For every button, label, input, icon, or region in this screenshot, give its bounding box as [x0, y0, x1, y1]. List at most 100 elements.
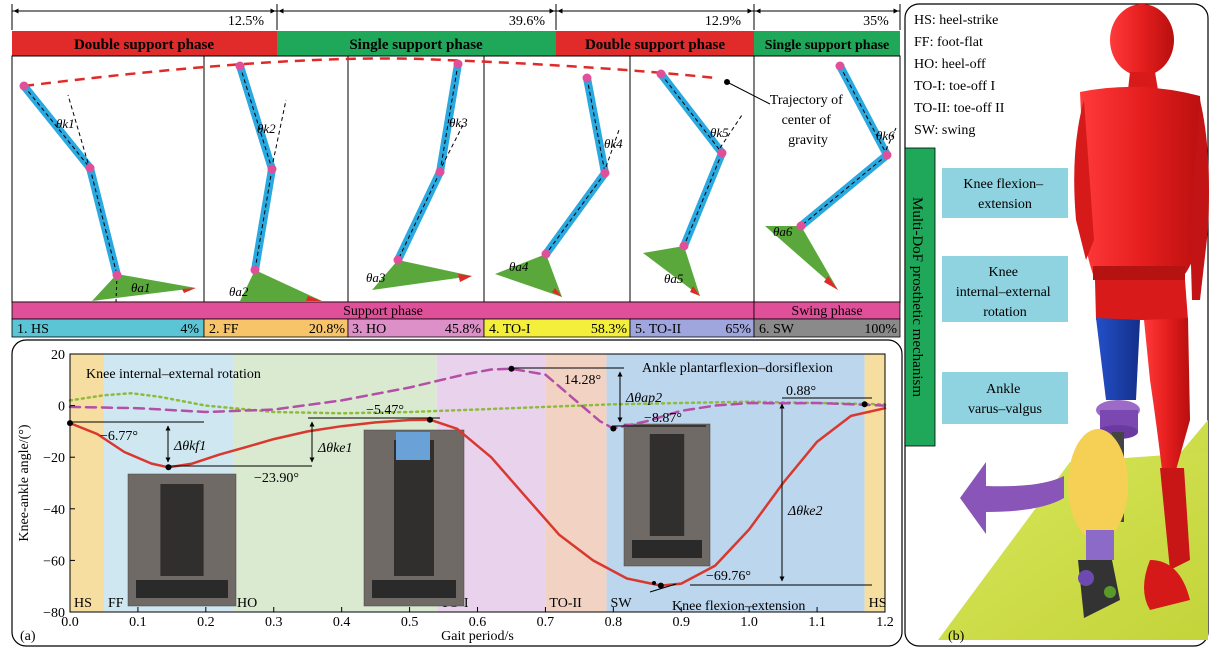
- series-label-knee-rotation: Knee internal–external rotation: [86, 367, 261, 382]
- stage-name-6: 6. SW: [759, 322, 795, 337]
- mechanism-bar: [904, 147, 936, 447]
- phase-region-label-2: HO: [237, 596, 257, 611]
- phase-region-label-1: FF: [108, 596, 124, 611]
- x-tick-label-8: 0.8: [605, 615, 623, 630]
- knee-angle-3: θk3: [449, 115, 468, 130]
- gait-frame-to1: θk4 θa4: [495, 73, 623, 297]
- humanoid-model: [1068, 4, 1209, 618]
- y-tick-label-0: 20: [51, 348, 65, 363]
- ankle-angle-2: θa2: [229, 284, 249, 299]
- stage-bar-6: [753, 318, 901, 338]
- svg-text:Knee internal–external: Knee internal–external rotation: [956, 265, 1054, 320]
- knee-angle-6: θk6: [876, 128, 895, 143]
- ankle-angle-6: θa6: [773, 224, 793, 239]
- legend-to2: TO-II: toe-off II: [914, 101, 1005, 116]
- phase-percent-4: 35%: [863, 14, 889, 29]
- series-label-knee-flexion: Knee flexion–extension: [672, 599, 805, 614]
- x-axis-label: Gait period/s: [441, 629, 514, 644]
- x-tick-label-7: 0.7: [537, 615, 555, 630]
- legend-ff: FF: foot-flat: [914, 35, 983, 50]
- phase-region-4: [545, 354, 607, 612]
- x-tick-label-6: 0.6: [469, 615, 487, 630]
- phase-bar-4: [754, 31, 900, 56]
- series-label-ankle: Ankle plantarflexion–dorsiflexion: [642, 361, 833, 376]
- phase-percent-3: 12.9%: [705, 14, 742, 29]
- x-tick-label-3: 0.3: [265, 615, 283, 630]
- stage-name-2: 2. FF: [209, 322, 239, 337]
- x-tick-label-1: 0.1: [129, 615, 147, 630]
- ankle-angle-4: θa4: [509, 259, 529, 274]
- x-tick-label-5: 0.5: [401, 615, 419, 630]
- photo-treadmill-0: [136, 580, 228, 598]
- delta-ap2-label: Δθap2: [625, 391, 662, 406]
- photo-treadmill-2: [632, 540, 702, 558]
- prosthesis-hidden-disk: [1068, 429, 1128, 541]
- swing-phase-label: Swing phase: [791, 304, 862, 319]
- gait-frame-ho: θk3 θa3: [366, 59, 472, 290]
- ankle-angle-1: θa1: [131, 280, 150, 295]
- y-tick-label-3: −40: [43, 503, 65, 518]
- knee-angle-2: θk2: [257, 121, 276, 136]
- dof-box-ankle-varus: Ankle varus–valgus: [942, 372, 1068, 424]
- gait-frame-hs: θk1 θa1: [19, 81, 196, 303]
- face-blur-box: [396, 432, 430, 460]
- annotation-knee-min2: −69.76°: [706, 569, 751, 584]
- ankle-angle-5: θa5: [664, 271, 684, 286]
- legend-to1: TO-I: toe-off I: [914, 79, 995, 94]
- x-tick-label-0: 0.0: [61, 615, 79, 630]
- extreme-point-3: [657, 582, 664, 589]
- extreme-point-end: [861, 401, 868, 408]
- y-tick-label-4: −60: [43, 554, 65, 569]
- gait-frame-dividers: [203, 56, 755, 302]
- mechanism-label: Multi-DoF prosthetic mechanism: [909, 197, 925, 397]
- delta-ke2-label: Δθke2: [787, 504, 823, 519]
- x-tick-label-9: 0.9: [673, 615, 691, 630]
- phase-region-label-6: HS: [869, 596, 887, 611]
- stage-bar-row: 1. HS 4% 2. FF 20.8% 3. HO 45.8% 4. TO-I…: [11, 318, 901, 338]
- delta-kf1-label: Δθkf1: [173, 439, 206, 454]
- delta-ke1-label: Δθke1: [317, 441, 353, 456]
- x-tick-label-2: 0.2: [197, 615, 215, 630]
- panel-label-a: (a): [20, 629, 36, 644]
- annotation-knee-max1: −5.47°: [366, 403, 404, 418]
- gait-frame-sw: θk6 θa6: [765, 61, 897, 290]
- purple-arrow-icon: [960, 462, 1064, 534]
- extreme-point-4: [508, 365, 515, 372]
- x-tick-label-4: 0.4: [333, 615, 351, 630]
- cog-trajectory: [23, 57, 717, 88]
- annotation-knee-start: −6.77°: [100, 429, 138, 444]
- knee-angle-1: θk1: [56, 116, 75, 131]
- photo-person-2: [649, 434, 685, 536]
- phase-bar-1: [12, 31, 277, 56]
- phase-bar-2: [277, 31, 556, 56]
- series-line-0: [68, 406, 887, 587]
- chart-panel-border: [11, 339, 903, 647]
- chart-annotations: −6.77° −23.90° Δθkf1 −5.47° Δθke1 14.28°…: [70, 361, 872, 614]
- phase-bar-label-1: Double support phase: [74, 37, 214, 53]
- ankle-angle-3: θa3: [366, 270, 386, 285]
- stage-pct-5: 65%: [725, 322, 751, 337]
- phase-region-0: [70, 354, 104, 612]
- annotation-ankle-late: 0.88°: [786, 384, 816, 399]
- phase-percent-row: 12.5% 39.6% 12.9% 35%: [11, 4, 901, 30]
- legend-sw: SW: swing: [914, 123, 975, 138]
- phase-percent-1: 12.5%: [228, 14, 265, 29]
- phase-bar-label-2: Single support phase: [349, 37, 483, 53]
- stage-name-5: 5. TO-II: [635, 322, 681, 337]
- phase-percent-2: 39.6%: [509, 14, 546, 29]
- phase-region-label-0: HS: [74, 596, 92, 611]
- x-tick-label-12: 1.2: [876, 615, 894, 630]
- stage-pct-1: 4%: [180, 322, 199, 337]
- gait-frame-ff: θk2 θa2: [229, 61, 322, 301]
- extreme-point-1: [165, 464, 172, 471]
- stage-pct-2: 20.8%: [309, 322, 346, 337]
- x-tick-label-10: 1.0: [740, 615, 758, 630]
- stage-pct-6: 100%: [864, 322, 897, 337]
- extreme-point-5: [610, 425, 617, 432]
- dof-box-knee-flexion: Knee flexion– extension: [942, 168, 1068, 218]
- panel-label-b: (b): [948, 629, 965, 644]
- cog-leader-dot: [724, 79, 730, 85]
- phase-region-6: [864, 354, 885, 612]
- y-axis-label: Knee-ankle angle/(°): [17, 424, 32, 541]
